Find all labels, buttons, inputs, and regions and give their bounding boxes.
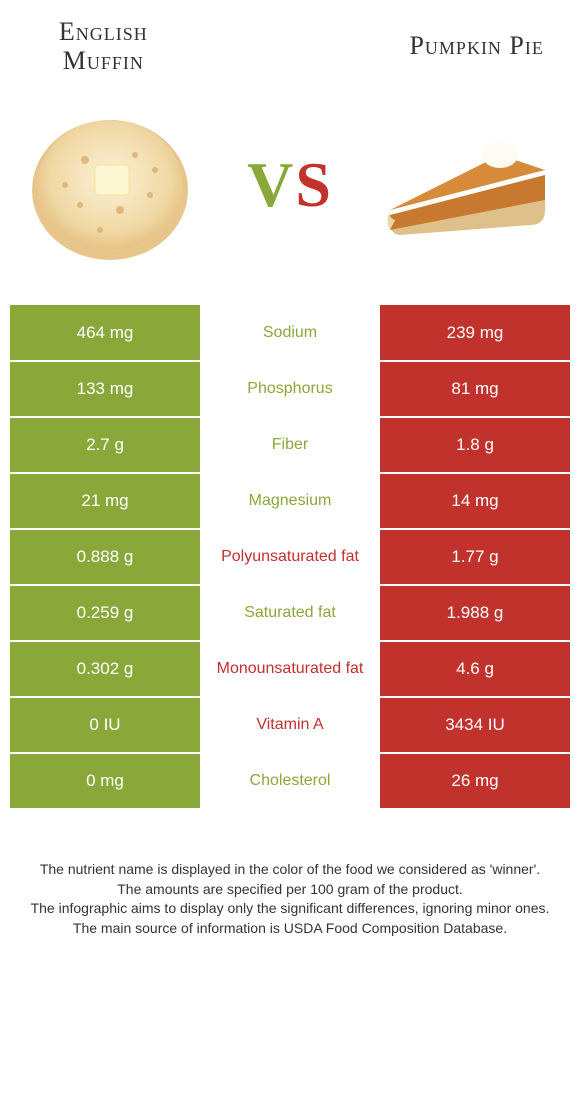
nutrient-name: Phosphorus — [200, 361, 380, 417]
left-value: 133 mg — [10, 361, 200, 417]
right-value: 81 mg — [380, 361, 570, 417]
left-food-title-wrap: EnglishMuffin — [10, 18, 197, 75]
left-value: 0 mg — [10, 753, 200, 809]
right-value: 26 mg — [380, 753, 570, 809]
nutrient-name: Fiber — [200, 417, 380, 473]
nutrient-name: Monounsaturated fat — [200, 641, 380, 697]
right-value: 4.6 g — [380, 641, 570, 697]
left-value: 0.888 g — [10, 529, 200, 585]
left-value: 0 IU — [10, 697, 200, 753]
table-row: 0 mgCholesterol26 mg — [10, 753, 570, 809]
table-row: 0 IUVitamin A3434 IU — [10, 697, 570, 753]
right-value: 239 mg — [380, 305, 570, 361]
table-row: 2.7 gFiber1.8 g — [10, 417, 570, 473]
right-value: 3434 IU — [380, 697, 570, 753]
right-food-title-wrap: Pumpkin Pie — [383, 32, 570, 61]
left-value: 21 mg — [10, 473, 200, 529]
table-row: 0.888 gPolyunsaturated fat1.77 g — [10, 529, 570, 585]
nutrient-name: Magnesium — [200, 473, 380, 529]
table-row: 21 mgMagnesium14 mg — [10, 473, 570, 529]
footer-line-1: The nutrient name is displayed in the co… — [20, 860, 560, 880]
footer-notes: The nutrient name is displayed in the co… — [0, 810, 580, 958]
nutrient-name: Sodium — [200, 305, 380, 361]
nutrient-name: Vitamin A — [200, 697, 380, 753]
right-value: 1.988 g — [380, 585, 570, 641]
left-value: 2.7 g — [10, 417, 200, 473]
footer-line-3: The infographic aims to display only the… — [20, 899, 560, 919]
right-value: 1.77 g — [380, 529, 570, 585]
footer-line-4: The main source of information is USDA F… — [20, 919, 560, 939]
pumpkin-pie-icon — [380, 95, 560, 275]
right-food-title: Pumpkin Pie — [383, 32, 570, 61]
right-value: 14 mg — [380, 473, 570, 529]
nutrient-name: Cholesterol — [200, 753, 380, 809]
left-value: 0.259 g — [10, 585, 200, 641]
table-row: 133 mgPhosphorus81 mg — [10, 361, 570, 417]
vs-right-letter: S — [295, 149, 333, 220]
table-row: 0.259 gSaturated fat1.988 g — [10, 585, 570, 641]
nutrient-name: Polyunsaturated fat — [200, 529, 380, 585]
vs-left-letter: V — [247, 149, 295, 220]
left-value: 464 mg — [10, 305, 200, 361]
table-row: 0.302 gMonounsaturated fat4.6 g — [10, 641, 570, 697]
footer-line-2: The amounts are specified per 100 gram o… — [20, 880, 560, 900]
nutrient-name: Saturated fat — [200, 585, 380, 641]
right-value: 1.8 g — [380, 417, 570, 473]
left-food-title: EnglishMuffin — [10, 18, 197, 75]
images-row: VS — [0, 85, 580, 305]
left-value: 0.302 g — [10, 641, 200, 697]
table-row: 464 mgSodium239 mg — [10, 305, 570, 361]
english-muffin-icon — [20, 95, 200, 275]
nutrient-table: 464 mgSodium239 mg133 mgPhosphorus81 mg2… — [10, 305, 570, 810]
vs-label: VS — [247, 148, 333, 222]
header: EnglishMuffin Pumpkin Pie — [0, 0, 580, 85]
